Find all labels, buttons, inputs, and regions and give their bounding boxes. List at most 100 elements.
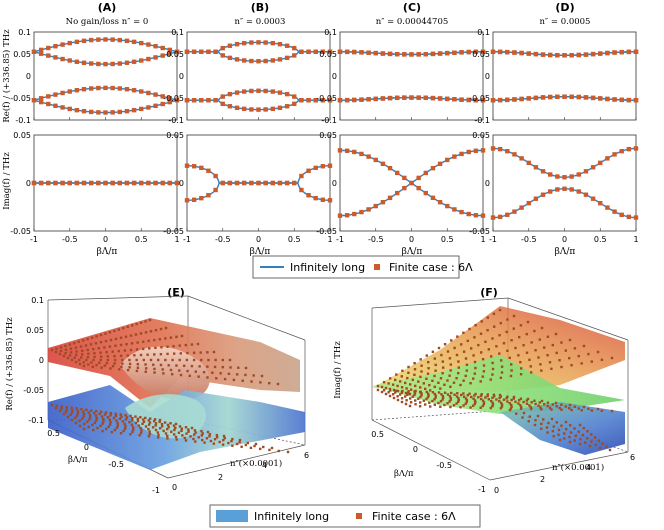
ytick-label: -0.05 [163,94,184,103]
marker-3d [103,364,107,367]
marker-3d [136,417,140,421]
marker-3d [499,321,502,325]
marker-3d [480,397,483,401]
marker-3d [87,363,90,366]
marker-3d [472,377,475,380]
marker-D [533,165,539,170]
marker-3d [222,438,225,442]
marker-A [38,180,44,186]
marker-D [576,189,581,194]
marker-B [249,88,254,94]
marker-3d [442,366,445,369]
marker-3d [100,415,104,418]
marker-3d [579,438,582,441]
marker-3d [174,426,177,430]
marker-B [249,58,254,64]
marker-A [89,180,94,186]
marker-B [263,40,268,45]
marker-3d [428,383,431,387]
marker-3d [573,427,576,430]
marker-3d [190,426,194,430]
marker-3d [166,352,169,356]
marker-3d [568,440,572,444]
marker-3d [58,352,62,356]
marker-3d [473,372,476,375]
marker-3d [453,393,456,396]
marker-A [117,86,122,91]
marker-D [569,187,574,192]
marker-3d [519,407,523,410]
marker-A [153,103,158,108]
marker-A [60,105,65,110]
E-ytick: 0 [172,483,177,492]
xtick-label: -1 [30,235,38,244]
marker-3d [558,406,561,410]
marker-3d [433,392,436,396]
marker-3d [50,403,54,407]
marker-3d [78,362,82,366]
marker-3d [223,436,226,440]
marker-B [313,165,318,171]
marker-3d [455,353,459,357]
marker-3d [470,395,473,399]
E-zlabel: Re(f) / (+336.85) THz [4,317,15,411]
marker-3d [117,349,121,353]
marker-3d [154,328,158,332]
ytick-label: 0.05 [319,50,337,59]
marker-3d [409,383,412,386]
marker-3d [529,406,532,409]
F-ytick: 6 [630,453,635,462]
ytick-label: -0.05 [316,227,337,236]
marker-A [153,180,158,186]
marker-B [184,49,190,54]
xtick-label: 0 [562,235,567,244]
marker-3d [508,408,512,412]
marker-3d [417,397,420,400]
marker-B [320,49,326,54]
xtick-label: 1 [480,235,485,244]
marker-3d [395,389,398,392]
marker-3d [172,433,176,436]
marker-3d [194,431,197,434]
marker-D [533,51,539,57]
marker-B [234,41,240,47]
marker-C [387,95,393,101]
marker-B [256,88,261,93]
marker-3d [95,335,98,338]
marker-B [199,98,204,103]
marker-B [313,98,318,103]
marker-3d [590,409,593,412]
marker-A [96,37,101,42]
F-ytick: 0 [494,486,499,495]
marker-3d [148,421,152,424]
marker-3d [154,422,158,425]
marker-B [320,197,326,202]
marker-3d [564,405,567,408]
marker-3d [480,320,483,323]
marker-3d [536,414,540,418]
marker-3d [119,431,123,435]
marker-3d [99,424,102,428]
marker-3d [404,391,408,395]
marker-D [598,96,603,101]
marker-3d [431,350,435,353]
marker-A [146,90,151,96]
marker-3d [427,394,430,397]
marker-3d [113,358,117,362]
marker-3d [99,355,103,358]
marker-3d [587,407,590,410]
marker-3d [139,321,143,324]
ytick-label: 0.05 [13,131,31,140]
marker-C [344,213,350,218]
marker-3d [406,393,409,396]
marker-C [445,157,450,163]
marker-3d [126,368,130,372]
marker-3d [384,392,388,396]
marker-3d [74,360,78,364]
marker-3d [508,356,511,360]
marker-3d [396,384,399,388]
marker-3d [388,387,392,391]
marker-3d [495,398,498,401]
marker-3d [439,377,443,380]
marker-3d [129,414,132,418]
